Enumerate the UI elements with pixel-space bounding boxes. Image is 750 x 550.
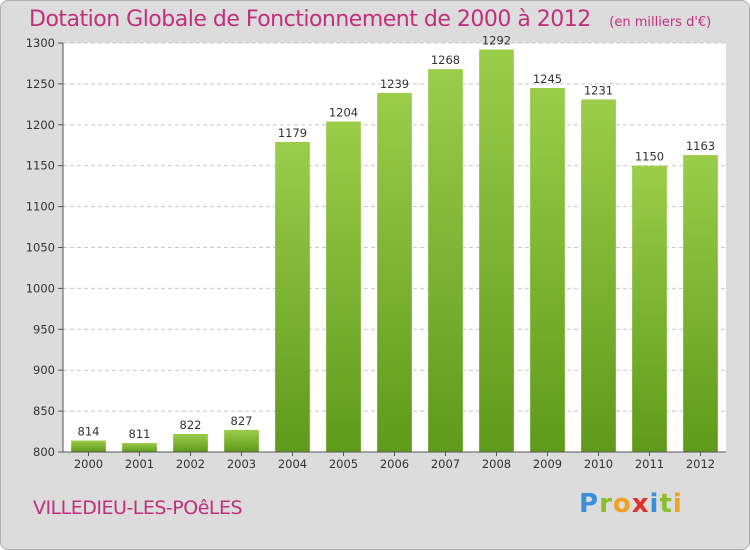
city-name: VILLEDIEU-LES-POêLES xyxy=(33,497,243,519)
value-label-2005: 1204 xyxy=(329,106,358,120)
y-tick-label: 800 xyxy=(33,445,55,459)
value-label-2007: 1268 xyxy=(431,53,460,67)
y-tick-label: 1000 xyxy=(26,281,55,295)
logo-letter: i xyxy=(649,489,660,519)
y-tick-label: 1150 xyxy=(26,159,55,173)
x-tick-label-2004: 2004 xyxy=(278,457,307,471)
x-tick-label-2010: 2010 xyxy=(584,457,613,471)
x-tick-label-2002: 2002 xyxy=(176,457,205,471)
value-label-2002: 822 xyxy=(180,418,202,432)
value-label-2010: 1231 xyxy=(584,83,613,97)
value-label-2009: 1245 xyxy=(533,72,562,86)
value-label-2006: 1239 xyxy=(380,77,409,91)
logo-letter: r xyxy=(599,489,613,519)
y-tick-label: 1250 xyxy=(26,77,55,91)
value-label-2001: 811 xyxy=(129,427,151,441)
x-tick-label-2006: 2006 xyxy=(380,457,409,471)
y-tick-label: 900 xyxy=(33,363,55,377)
logo-letter: x xyxy=(631,489,650,519)
x-tick-label-2005: 2005 xyxy=(329,457,358,471)
value-label-2011: 1150 xyxy=(635,150,664,164)
value-label-2000: 814 xyxy=(78,425,100,439)
x-axis-ticks: 2000 2001 2002 2003 2004 2005 2006 2007 2008 2009… xyxy=(74,452,715,471)
proxiti-logo: Proxiti xyxy=(579,489,683,519)
bar-2004 xyxy=(275,141,310,452)
y-tick-label: 950 xyxy=(33,322,55,336)
bar-2008 xyxy=(479,49,514,452)
value-label-2008: 1292 xyxy=(482,34,511,48)
title-row: Dotation Globale de Fonctionnement de 20… xyxy=(29,7,711,32)
logo-letter: o xyxy=(612,489,632,519)
y-tick-label: 1200 xyxy=(26,118,55,132)
bar-2002 xyxy=(173,434,208,452)
x-tick-label-2001: 2001 xyxy=(125,457,154,471)
bar-2006 xyxy=(377,92,412,452)
x-tick-label-2003: 2003 xyxy=(227,457,256,471)
y-tick-label: 1300 xyxy=(26,36,55,50)
bar-2007 xyxy=(428,69,463,453)
x-tick-label-2009: 2009 xyxy=(533,457,562,471)
logo-letter: i xyxy=(672,489,683,519)
x-tick-label-2012: 2012 xyxy=(686,457,715,471)
bar-2011 xyxy=(632,165,667,452)
value-label-2012: 1163 xyxy=(686,139,715,153)
bar-2001 xyxy=(122,443,157,452)
chart-title: Dotation Globale de Fonctionnement de 20… xyxy=(29,7,591,32)
x-tick-label-2000: 2000 xyxy=(74,457,103,471)
y-tick-label: 1100 xyxy=(26,200,55,214)
value-label-2004: 1179 xyxy=(278,126,307,140)
x-tick-label-2007: 2007 xyxy=(431,457,460,471)
bar-2000 xyxy=(71,440,106,452)
value-label-2003: 827 xyxy=(231,414,253,428)
y-axis-ticks: 800 850 900 950 1000 1050 1100 1150 1200 1250 1300 xyxy=(26,36,63,459)
x-tick-label-2011: 2011 xyxy=(635,457,664,471)
bar-2003 xyxy=(224,429,259,452)
bar-2005 xyxy=(326,121,361,452)
bar-2010 xyxy=(581,99,616,452)
y-tick-label: 850 xyxy=(33,404,55,418)
logo-letter: t xyxy=(659,489,673,519)
y-tick-label: 1050 xyxy=(26,241,55,255)
x-tick-label-2008: 2008 xyxy=(482,457,511,471)
chart-unit: (en milliers d'€) xyxy=(609,15,712,30)
bar-2009 xyxy=(530,87,565,453)
logo-letter: P xyxy=(579,489,600,519)
bars: 814 811 822 827 1179 1204 1239 1268 1292 1245 1231… xyxy=(71,34,718,453)
bar-2012 xyxy=(683,155,718,453)
